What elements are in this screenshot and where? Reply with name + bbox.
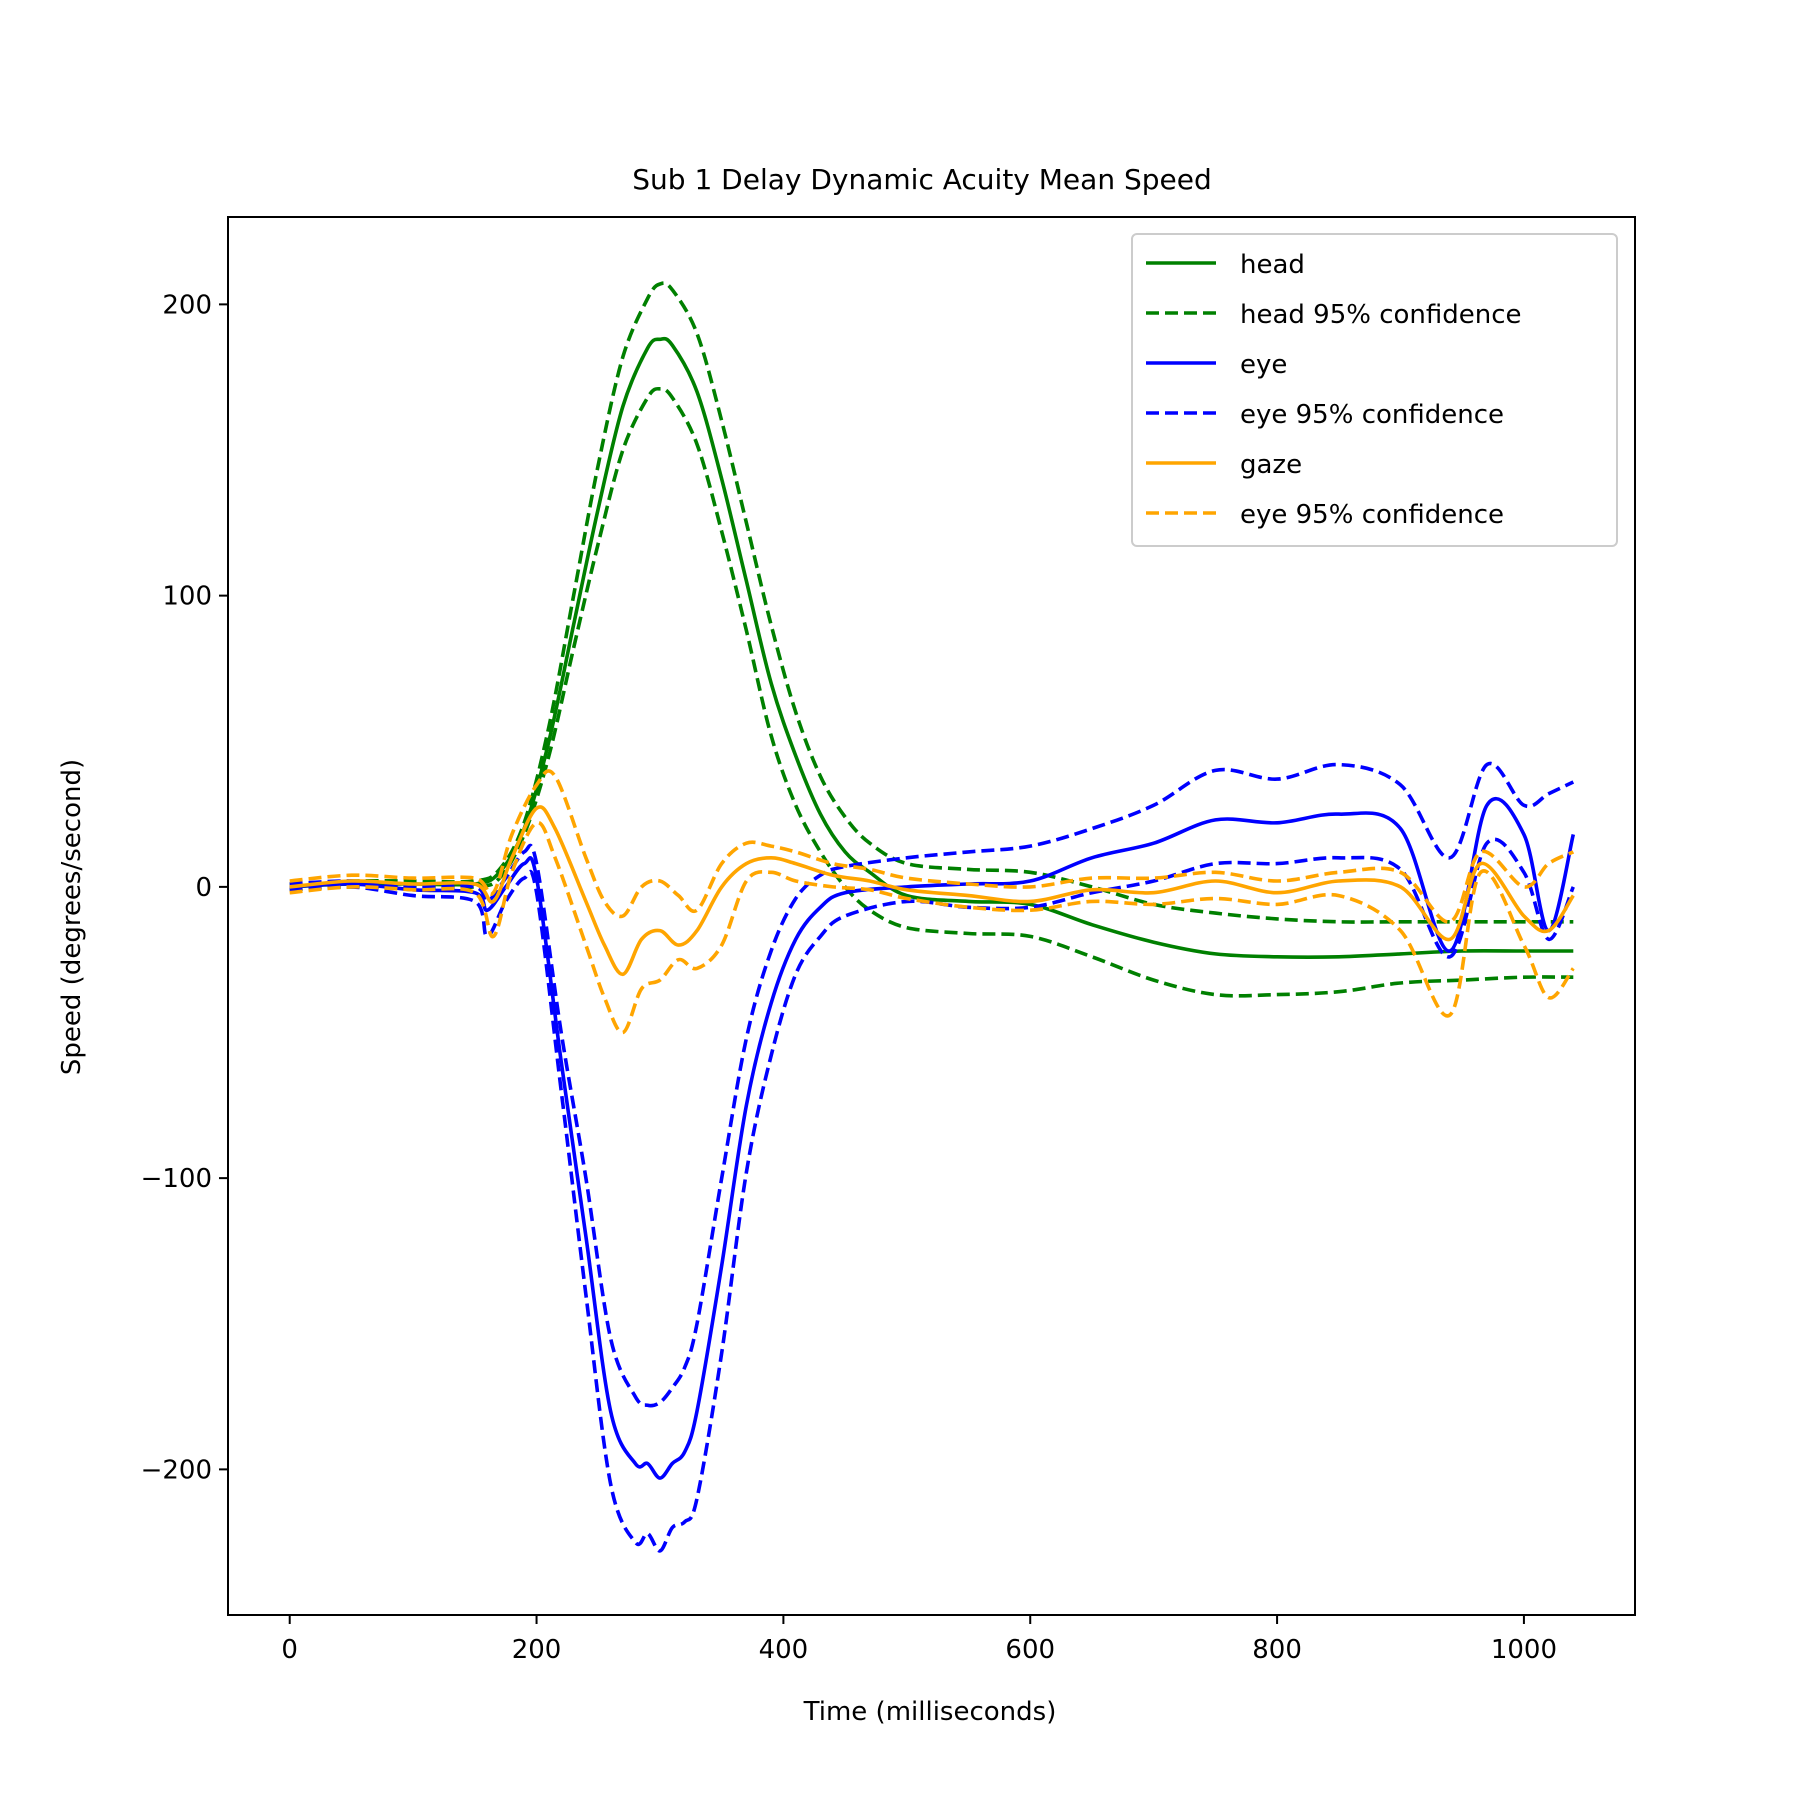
- series-layer: [289, 281, 1576, 1553]
- legend-label: gaze: [1240, 450, 1302, 480]
- y-tick-label: −200: [141, 1455, 212, 1485]
- series-line-head-upper: [289, 281, 1574, 924]
- x-tick-label: 0: [281, 1635, 298, 1665]
- x-tick-label: 800: [1252, 1635, 1302, 1665]
- series-line-eye: [289, 796, 1576, 1480]
- y-tick-label: 200: [162, 290, 212, 320]
- legend-label: eye 95% confidence: [1240, 400, 1504, 430]
- series-line-gaze: [289, 805, 1575, 977]
- plot-frame: [227, 216, 1636, 1616]
- x-tick-label: 400: [759, 1635, 809, 1665]
- x-tick-label: 600: [1005, 1635, 1055, 1665]
- legend-label: eye: [1240, 350, 1287, 380]
- series-line-eye-upper: [289, 761, 1575, 1408]
- legend-label: eye 95% confidence: [1240, 500, 1504, 530]
- legend: head head 95% confidence eye eye 95% confid…: [1131, 233, 1618, 547]
- series-line-gaze-upper: [289, 769, 1575, 924]
- y-tick-label: 0: [195, 873, 212, 903]
- y-axis: −200 −100 0 100 200: [141, 290, 228, 1485]
- x-tick-label: 1000: [1491, 1635, 1557, 1665]
- series-line-head-lower: [289, 386, 1574, 998]
- y-tick-label: −100: [141, 1164, 212, 1194]
- y-axis-label: Speed (degrees/second): [57, 759, 87, 1075]
- legend-label: head 95% confidence: [1240, 300, 1522, 330]
- x-tick-label: 200: [512, 1635, 562, 1665]
- chart-title: Sub 1 Delay Dynamic Acuity Mean Speed: [632, 163, 1211, 196]
- x-axis: 0 200 400 600 800 1000: [281, 1615, 1557, 1665]
- series-line-gaze-lower: [289, 820, 1575, 1035]
- legend-box: [1131, 233, 1618, 547]
- y-tick-label: 100: [162, 582, 212, 612]
- x-axis-label: Time (milliseconds): [803, 1697, 1057, 1727]
- legend-label: head: [1240, 250, 1305, 280]
